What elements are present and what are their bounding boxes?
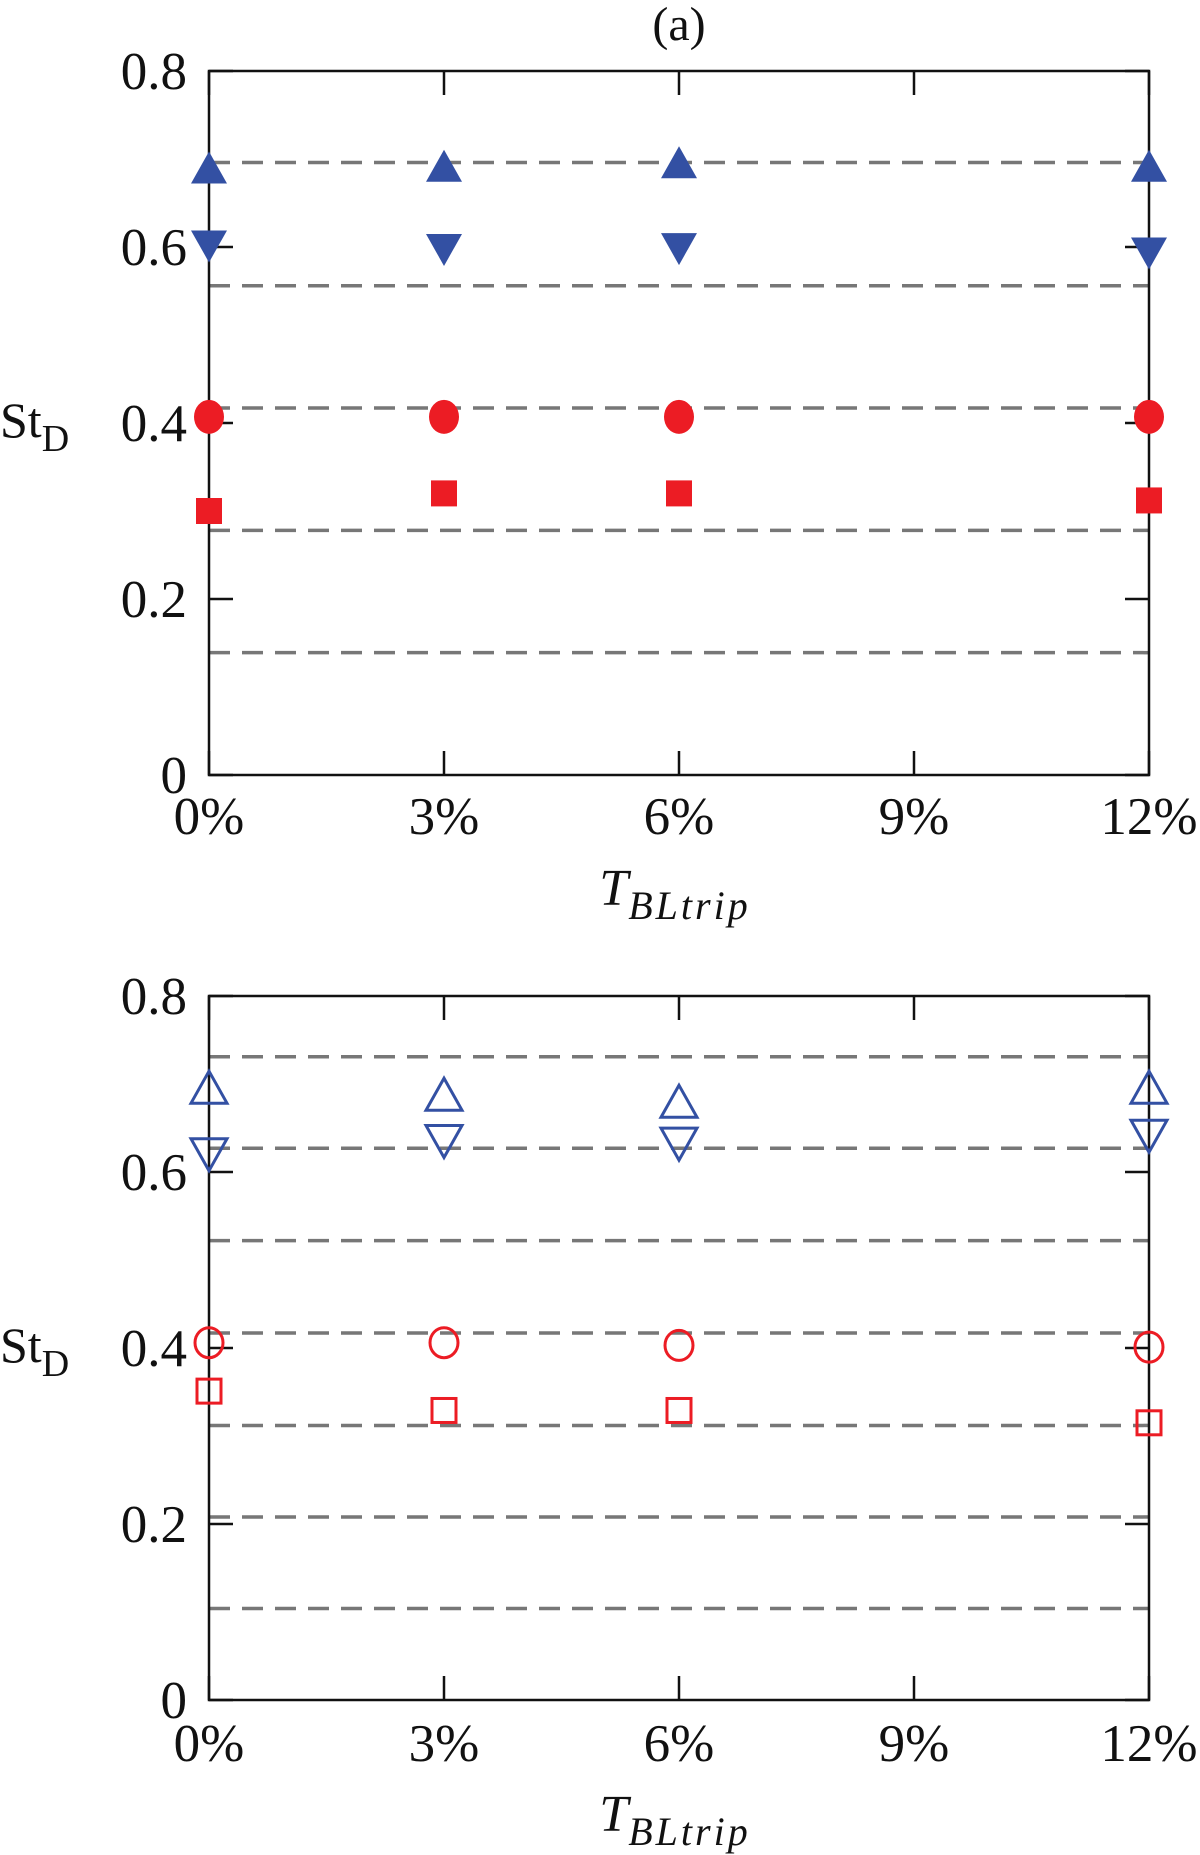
series-down-triangle [188,1118,1170,1174]
circle-marker [664,399,694,434]
y-axis-label-sub: D [42,1343,69,1385]
x-tick-label: 9% [879,788,950,846]
x-axis-label: TBLtrip [599,860,750,928]
up-triangle-marker [423,1075,465,1112]
up-triangle-marker [658,1082,700,1119]
x-tick-label: 6% [644,788,715,846]
down-triangle-marker [661,233,697,266]
x-tick-label: 3% [409,788,480,846]
series-up-triangle [191,146,1167,184]
x-axis-label-sub: BLtrip [628,1809,750,1854]
circle-marker [428,1326,460,1360]
y-axis-label: StD [0,1317,69,1385]
series-circle [194,399,1164,434]
y-tick-label: 0 [161,1672,188,1730]
x-axis-label: TBLtrip [599,1786,750,1854]
square-marker [430,1396,458,1424]
x-tick-label: 3% [409,1715,480,1773]
y-tick-label: 0.2 [121,1496,187,1554]
panel-1: 0% 3% 6% 9% 12% 0 0.2 0.4 0.6 0.8 (a) StD TBLtrip [0,0,1198,928]
y-axis-label: StD [0,392,69,460]
chart-title: (a) [652,0,705,51]
down-triangle-marker [1131,237,1167,270]
y-axis-label-main: St [0,392,42,448]
y-tick-label: 0.8 [121,968,187,1026]
y-tick-label: 0.4 [121,1320,187,1378]
x-axis-label-sub: BLtrip [628,883,750,928]
y-tick-label: 0.6 [121,1144,187,1202]
square-marker [431,480,457,507]
series-square [196,480,1162,524]
y-tick-label: 0.4 [121,395,187,453]
y-tick-label: 0 [161,747,188,805]
up-triangle-marker [188,1068,230,1105]
down-triangle-marker [426,233,462,266]
x-tick-label: 12% [1100,1715,1197,1773]
panel-2: 0% 3% 6% 9% 12% 0 0.2 0.4 0.6 0.8 StD TBLtrip [0,968,1198,1854]
square-marker [666,480,692,507]
square-marker [1136,487,1162,514]
y-axis-label-main: St [0,1317,42,1373]
plot-frame [207,994,1151,1702]
x-axis-label-main: T [599,860,631,917]
square-marker [665,1396,693,1424]
circle-marker [429,399,459,434]
circle-marker [663,1328,695,1362]
y-tick-label: 0.8 [121,43,187,101]
x-tick-label: 9% [879,1715,950,1773]
x-tick-label: 0% [174,788,245,846]
y-tick-label: 0.6 [121,219,187,277]
down-triangle-marker [423,1124,465,1161]
circle-marker [1134,399,1164,434]
square-marker [196,498,222,524]
down-triangle-marker [191,230,227,263]
x-tick-label: 6% [644,1715,715,1773]
y-axis-label-sub: D [42,418,69,460]
up-triangle-marker [191,151,227,184]
circle-marker [194,399,224,434]
x-tick-label: 12% [1100,788,1197,846]
series-up-triangle [188,1068,1170,1119]
circle-marker [1133,1330,1165,1364]
up-triangle-marker [661,146,697,179]
down-triangle-marker [188,1137,230,1174]
up-triangle-marker [426,149,462,182]
y-tick-label: 0.2 [121,571,187,629]
down-triangle-marker [1128,1118,1170,1156]
x-axis-label-main: T [599,1786,631,1843]
series-circle [193,1326,1165,1364]
series-square [195,1377,1163,1437]
up-triangle-marker [1128,1068,1170,1105]
square-marker [195,1377,223,1405]
x-tick-label: 0% [174,1715,245,1773]
up-triangle-marker [1131,149,1167,182]
square-marker [1135,1409,1163,1437]
series-down-triangle [191,230,1167,270]
circle-marker [193,1326,225,1360]
down-triangle-marker [658,1126,700,1164]
